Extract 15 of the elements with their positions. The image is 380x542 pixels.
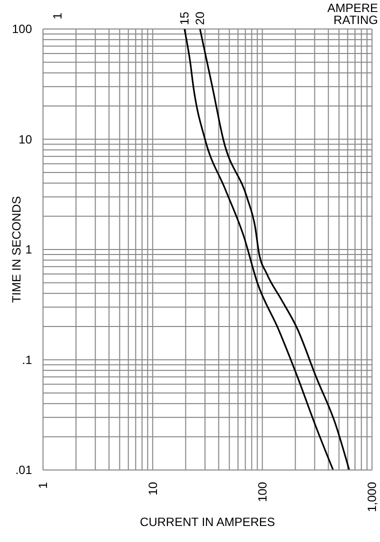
y-tick-label: .1 — [22, 352, 32, 367]
y-tick-label: 10 — [18, 132, 32, 146]
text: 20 — [192, 11, 207, 25]
x-tick-label: 10 — [146, 482, 160, 496]
y-axis-title: TIME IN SECONDS — [9, 196, 24, 303]
y-tick-label: 100 — [12, 22, 32, 36]
text: 1 — [50, 12, 64, 20]
y-tick-label: 1 — [25, 242, 32, 257]
text: 15 — [177, 11, 192, 25]
x-axis-title: CURRENT IN AMPERES — [140, 515, 276, 529]
x-tick-label: 1 — [36, 482, 50, 489]
text: AMPERE RATING — [326, 1, 378, 27]
x-tick-label: 100 — [256, 482, 270, 502]
x-tick-label: 1,000 — [365, 482, 380, 512]
y-tick-label: .01 — [15, 463, 32, 478]
